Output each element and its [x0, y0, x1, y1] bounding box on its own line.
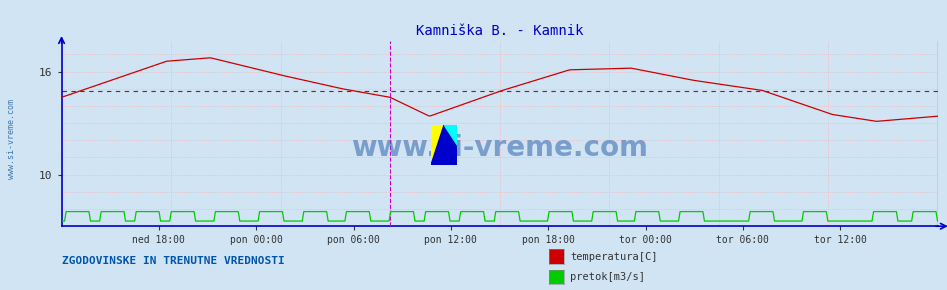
Polygon shape	[431, 125, 444, 165]
Title: Kamniška B. - Kamnik: Kamniška B. - Kamnik	[416, 24, 583, 38]
Text: www.si-vreme.com: www.si-vreme.com	[7, 99, 16, 179]
Text: ZGODOVINSKE IN TRENUTNE VREDNOSTI: ZGODOVINSKE IN TRENUTNE VREDNOSTI	[62, 256, 284, 266]
Polygon shape	[431, 125, 457, 165]
Text: temperatura[C]: temperatura[C]	[570, 252, 657, 262]
Text: www.si-vreme.com: www.si-vreme.com	[351, 134, 648, 162]
Text: pretok[m3/s]: pretok[m3/s]	[570, 272, 645, 282]
Polygon shape	[444, 125, 457, 145]
